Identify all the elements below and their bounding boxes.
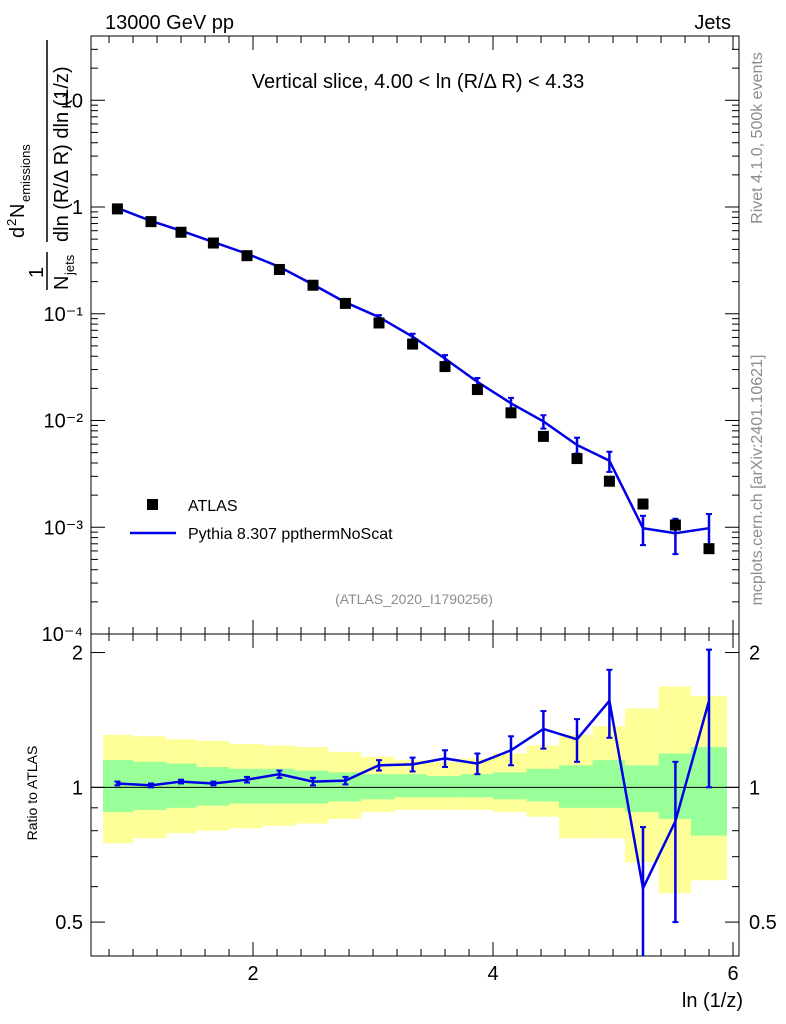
main-ytick-label: 10⁻² <box>44 411 84 433</box>
band-inner-bin <box>559 765 593 808</box>
ylabel-num: d <box>7 227 29 238</box>
header-right: Jets <box>694 12 731 34</box>
legend-atlas-label: ATLAS <box>188 498 238 515</box>
ratio-frame <box>90 633 740 957</box>
band-inner-bin <box>493 772 527 800</box>
ratio-ytick-label-left: 1 <box>72 777 83 799</box>
atlas-point <box>407 338 419 350</box>
atlas-point <box>175 226 187 238</box>
main-panel: Vertical slice, 4.00 < ln (R/Δ R) < 4.33… <box>4 40 584 607</box>
ylabel-den-sub: jets <box>62 254 77 276</box>
atlas-point <box>637 498 649 510</box>
atlas-point <box>111 203 123 215</box>
atlas-point <box>571 453 583 465</box>
ratio-ytick-label-right: 0.5 <box>749 912 777 934</box>
band-inner-bin <box>394 774 427 798</box>
ylabel-num-n: N <box>7 204 29 218</box>
atlas-point <box>439 361 451 373</box>
xtick-label: 4 <box>487 963 498 985</box>
band-inner-bin <box>427 775 461 798</box>
ratio-ylabel: Ratio to ATLAS <box>24 746 40 841</box>
ylabel-den2: dln (R/Δ R) dln (1/z) <box>51 66 73 242</box>
mcplots-label: mcplots.cern.ch [arXiv:2401.10621] <box>749 355 766 606</box>
ratio-ytick-label-right: 2 <box>749 643 760 665</box>
ylabel-num-sup: 2 <box>4 219 19 226</box>
ratio-ytick-label-left: 2 <box>72 643 83 665</box>
legend-atlas-marker <box>147 499 158 510</box>
main-ytick-label: 10 <box>61 90 83 112</box>
legend-mc-label: Pythia 8.307 ppthermNoScat <box>188 526 393 543</box>
rivet-label: Rivet 4.1.0, 500k events <box>749 52 766 224</box>
atlas-point <box>505 407 517 419</box>
ylabel-den: N <box>51 276 73 290</box>
atlas-point <box>669 519 681 531</box>
atlas-point <box>703 543 715 555</box>
atlas-point <box>145 216 157 228</box>
band-inner-bin <box>460 774 493 798</box>
ratio-ytick-label-left: 0.5 <box>55 912 83 934</box>
main-title: Vertical slice, 4.00 < ln (R/Δ R) < 4.33 <box>252 71 584 93</box>
atlas-point <box>373 317 385 329</box>
atlas-point <box>603 475 615 487</box>
band-inner-bin <box>592 760 625 808</box>
mc-series-line <box>116 206 710 535</box>
main-ytick-label: 10⁻³ <box>44 517 84 539</box>
main-ytick-label: 10⁻¹ <box>44 304 84 326</box>
ylabel-num-sub: emissions <box>18 144 33 202</box>
xtick-label: 6 <box>727 963 738 985</box>
atlas-point <box>307 279 319 291</box>
x-axis-label: ln (1/z) <box>682 990 743 1012</box>
atlas-point <box>241 250 253 262</box>
atlas-point <box>207 237 219 249</box>
band-inner-bin <box>526 768 559 802</box>
main-ytick-label: 1 <box>72 197 83 219</box>
band-inner-bin <box>361 774 395 800</box>
band-inner-bin <box>229 768 263 804</box>
xtick-label: 2 <box>247 963 258 985</box>
ratio-ytick-label-right: 1 <box>749 777 760 799</box>
main-ylabel: 1 N jets 2 d N emissions dln (R/Δ R) dln… <box>4 40 77 290</box>
atlas-point <box>537 430 549 442</box>
atlas-point <box>339 297 351 309</box>
atlas-point <box>273 263 285 275</box>
legend: ATLAS Pythia 8.307 ppthermNoScat <box>130 498 393 543</box>
ylabel-pre: 1 <box>26 267 48 278</box>
watermark: (ATLAS_2020_I1790256) <box>335 591 493 607</box>
band-inner-bin <box>625 765 659 813</box>
header-left: 13000 GeV pp <box>105 12 234 34</box>
atlas-point <box>471 384 483 396</box>
band-inner-bin <box>166 763 197 808</box>
main-ytick-label: 10⁻⁴ <box>42 624 83 646</box>
